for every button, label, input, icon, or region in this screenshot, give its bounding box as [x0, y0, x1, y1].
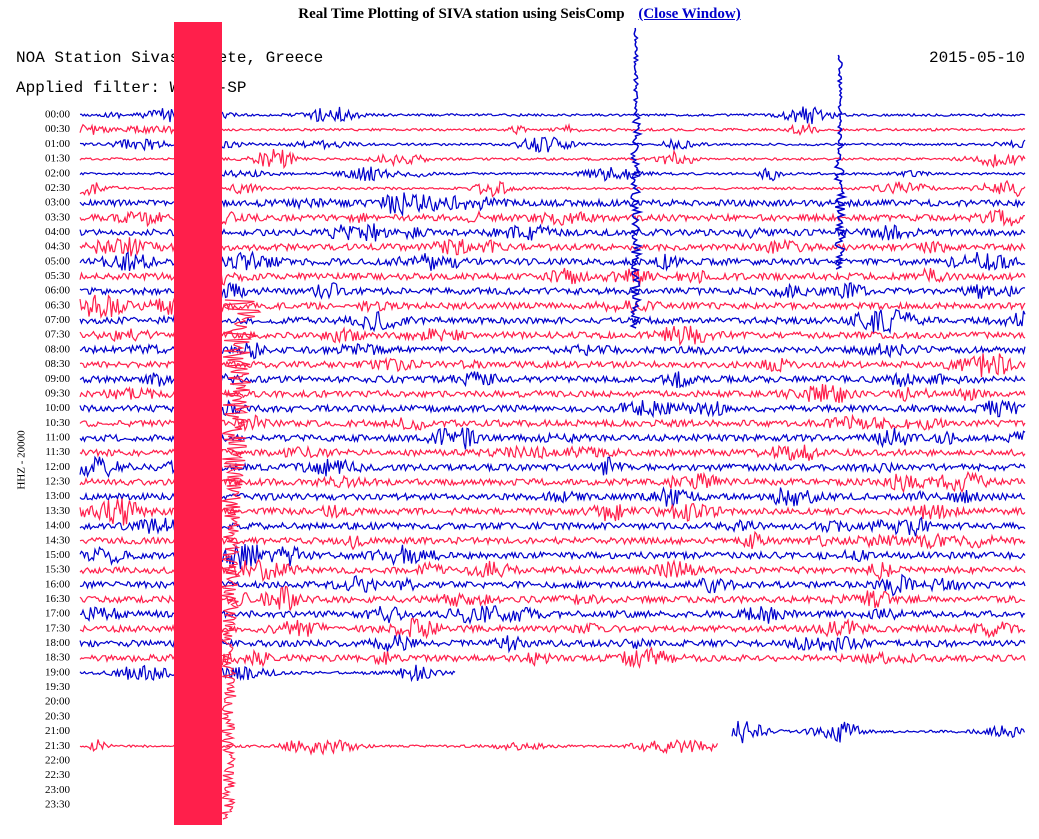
hour-label: 00:30 — [45, 123, 71, 135]
hour-label: 21:30 — [45, 740, 71, 752]
hour-label: 16:00 — [45, 578, 71, 590]
hour-label: 11:30 — [45, 446, 70, 458]
hour-label: 05:30 — [45, 270, 71, 282]
hour-label: 12:00 — [45, 461, 71, 473]
hour-label: 22:30 — [45, 769, 71, 781]
hour-label: 03:00 — [45, 197, 71, 209]
hour-label: 11:00 — [45, 431, 70, 443]
hour-label: 16:30 — [45, 593, 71, 605]
trace — [79, 308, 1026, 335]
hour-label: 10:30 — [45, 417, 71, 429]
trace — [79, 427, 1026, 450]
hour-label: 21:00 — [45, 725, 71, 737]
close-window-link[interactable]: (Close Window) — [638, 6, 741, 22]
hour-label: 18:00 — [45, 637, 71, 649]
hour-label: 02:00 — [45, 167, 71, 179]
event-block — [174, 22, 222, 825]
trace — [79, 353, 1026, 378]
hour-label: 13:00 — [45, 490, 71, 502]
trace — [79, 558, 1026, 583]
trace — [79, 544, 1026, 569]
hour-label: 15:00 — [45, 549, 71, 561]
hour-label: 07:00 — [45, 314, 71, 326]
hour-label: 23:30 — [45, 798, 71, 810]
trace — [79, 585, 1026, 611]
event-coda — [220, 299, 262, 820]
station-label: NOA Station Sivas, Crete, Greece — [16, 49, 323, 67]
hour-label: 17:00 — [45, 608, 71, 620]
hour-label: 14:30 — [45, 534, 71, 546]
hour-label: 06:00 — [45, 285, 71, 297]
hour-label: 02:30 — [45, 182, 71, 194]
hour-label: 06:30 — [45, 299, 71, 311]
trace — [79, 166, 1026, 182]
hour-label: 12:30 — [45, 476, 71, 488]
hour-label: 04:30 — [45, 241, 71, 253]
trace — [79, 122, 1026, 137]
page-title: Real Time Plotting of SIVA station using… — [298, 6, 625, 22]
hour-label: 18:30 — [45, 652, 71, 664]
trace — [79, 265, 1026, 288]
hour-label: 20:30 — [45, 710, 71, 722]
trace — [79, 148, 1026, 170]
trace — [79, 646, 1026, 669]
trace — [79, 250, 1026, 272]
hour-label: 10:00 — [45, 402, 71, 414]
hour-label: 08:30 — [45, 358, 71, 370]
date-label: 2015-05-10 — [929, 49, 1025, 67]
hour-label: 09:00 — [45, 373, 71, 385]
trace — [79, 208, 1025, 228]
trace — [79, 371, 1026, 389]
trace — [731, 720, 1026, 744]
event-spike — [628, 27, 644, 329]
trace — [79, 136, 1026, 153]
trace — [79, 192, 1026, 218]
trace — [79, 399, 1026, 419]
hour-label: 01:30 — [45, 153, 71, 165]
hour-label: 09:30 — [45, 387, 71, 399]
trace — [79, 444, 1026, 461]
header: Real Time Plotting of SIVA station using… — [0, 6, 1039, 23]
trace — [79, 486, 1026, 508]
trace — [79, 106, 1026, 125]
axis-label: HHZ - 20000 — [16, 430, 28, 490]
hour-label: 03:30 — [45, 211, 71, 223]
trace — [79, 179, 1026, 198]
hour-label: 01:00 — [45, 138, 71, 150]
trace — [79, 223, 1026, 242]
hour-label: 20:00 — [45, 696, 71, 708]
trace — [79, 294, 1026, 319]
hour-label: 13:30 — [45, 505, 71, 517]
hour-label: 08:00 — [45, 343, 71, 355]
trace — [79, 384, 1026, 403]
hour-label: 00:00 — [45, 109, 71, 121]
hour-label: 19:00 — [45, 666, 71, 678]
hour-label: 17:30 — [45, 622, 71, 634]
hour-label: 23:00 — [45, 784, 71, 796]
trace — [79, 573, 1026, 597]
trace — [79, 516, 1026, 537]
trace — [79, 605, 1026, 626]
trace — [79, 664, 456, 683]
trace — [79, 617, 1026, 640]
trace — [79, 282, 1026, 301]
trace — [79, 634, 1026, 654]
hour-label: 15:30 — [45, 564, 71, 576]
hour-label: 19:30 — [45, 681, 71, 693]
hour-label: 14:00 — [45, 520, 71, 532]
hour-label: 07:30 — [45, 329, 71, 341]
hour-label: 04:00 — [45, 226, 71, 238]
hour-label: 22:00 — [45, 754, 71, 766]
event-spike — [833, 54, 848, 270]
hour-label: 05:00 — [45, 255, 71, 267]
trace — [79, 237, 1026, 257]
